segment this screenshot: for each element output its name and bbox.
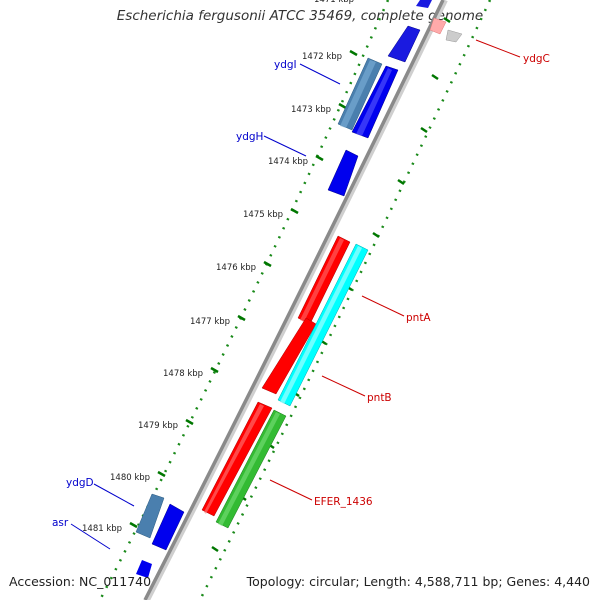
scale-tick-label: 1475 kbp [243,210,283,220]
gene-EFER_1436 [215,409,287,529]
gene-ydgC [429,17,463,43]
inner-guide-right [198,0,492,600]
gene-ydgI [337,57,383,131]
scale-tick [315,154,324,162]
gene-top-fragment [387,0,432,63]
gene-ydgH [327,149,359,197]
leader-pntA [361,295,405,317]
gene-pnt-lower [201,401,273,517]
scale-tick-label: 1473 kbp [291,105,331,115]
gene-label-EFER_1436: EFER_1436 [314,496,373,508]
leader-ydgD [93,483,135,507]
scale-tick-inner [397,178,405,186]
scale-tick-label: 1477 kbp [190,317,230,327]
scale-tick-label: 1476 kbp [216,263,256,273]
gene-label-ydgD: ydgD [66,477,94,489]
gene-asr-body [151,503,185,551]
outer-guide-left [98,0,390,600]
leader-ydgI [299,63,341,85]
gene-label-pntA: pntA [406,312,431,324]
scale-tick-inner [443,16,451,24]
scale-tick-inner [431,73,439,81]
scale-ticks: 1471 kbp 1472 kbp 1473 kbp 1474 kbp 1475 kbp… [82,0,451,553]
scale-tick-label: 1478 kbp [163,369,203,379]
scale-tick-label: 1472 kbp [302,52,342,62]
scale-tick-label: 1474 kbp [268,157,308,167]
scale-tick [290,207,299,215]
gene-label-ydgC: ydgC [523,53,550,65]
scale-tick-label: 1479 kbp [138,421,178,431]
gene-label-asr: asr [52,517,69,529]
gene-label-ydgH: ydgH [236,131,263,143]
scale-tick [237,314,246,322]
scale-tick [129,521,138,529]
leader-ydgC [475,39,521,58]
gene-pntB [277,243,369,407]
topology-summary-text: Topology: circular; Length: 4,588,711 bp… [246,574,590,589]
gene-label-pntB: pntB [367,392,392,404]
backbone-shadow [144,0,448,600]
leader-asr [70,523,111,550]
gene-label-ydgI: ydgI [274,59,297,71]
scale-tick [157,470,166,478]
leader-EFER_1436 [269,479,313,501]
scale-tick [185,418,194,426]
scale-tick-inner [211,545,219,553]
scale-tick-label: 1471 kbp [314,0,354,5]
leader-pntB [321,375,366,397]
scale-tick [338,102,347,110]
gene-asr [136,560,152,578]
accession-text: Accession: NC_011740 [9,574,152,589]
scale-tick-label: 1481 kbp [82,524,122,534]
scale-tick [210,366,219,374]
leader-ydgH [263,135,307,157]
scale-tick-label: 1480 kbp [110,473,150,483]
gene-ydgD [135,493,165,539]
scale-tick [263,260,272,268]
scale-tick [349,49,358,57]
scale-tick-inner [372,231,380,239]
gene-ydgH-body [351,65,399,139]
backbone [143,0,445,600]
gene-pntA [261,235,351,395]
map-title: Escherichia fergusonii ATCC 35469, compl… [116,8,484,24]
scale-tick-inner [420,126,428,134]
